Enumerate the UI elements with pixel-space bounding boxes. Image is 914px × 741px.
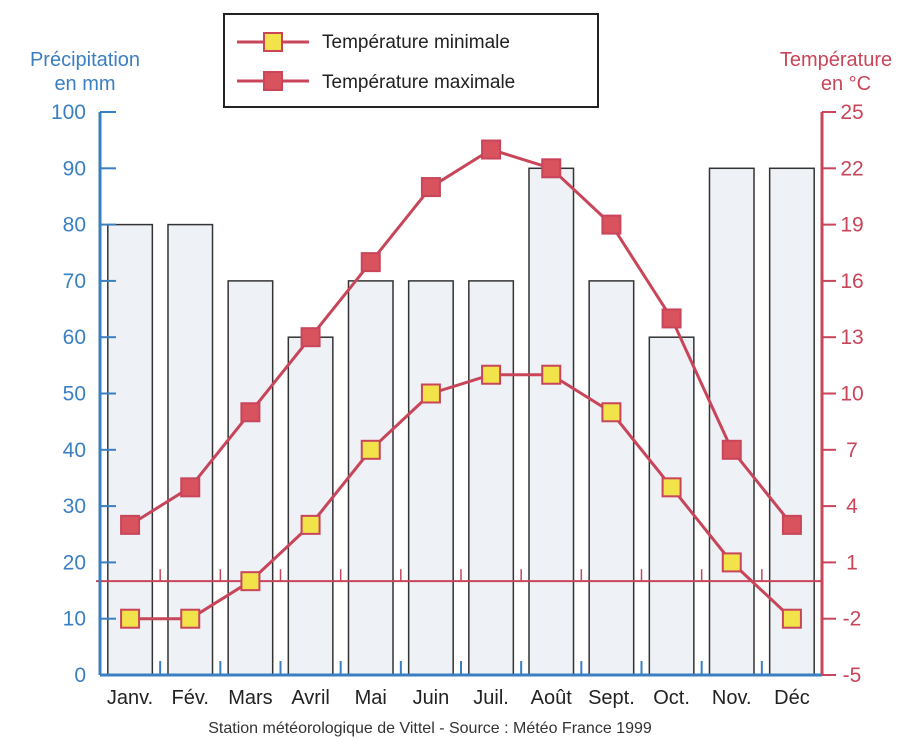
max-temp-marker	[661, 308, 682, 329]
precip-bar	[708, 167, 755, 676]
precip-bar	[768, 167, 815, 676]
month-label: Nov.	[712, 687, 752, 709]
precip-bar	[227, 280, 274, 676]
min-temp-marker	[781, 608, 802, 629]
month-label: Mars	[228, 687, 272, 709]
max-temp-marker	[300, 327, 321, 348]
right-tick-label: -2	[843, 608, 862, 631]
left-tick-label: 60	[63, 326, 86, 349]
month-label: Août	[531, 687, 573, 709]
min-temp-marker	[300, 514, 321, 535]
right-axis-label-line1: Température	[780, 49, 892, 71]
right-axis-label-line2: en °C	[821, 73, 871, 95]
reference-line-layer	[96, 569, 822, 583]
min-temp-marker	[481, 364, 502, 385]
right-tick-label: 1	[846, 551, 858, 574]
right-tick-label: -5	[843, 664, 862, 687]
right-tick-label: 16	[840, 270, 863, 293]
legend-max-marker-icon	[263, 71, 283, 91]
right-tick-label: 25	[840, 101, 863, 124]
precipitation-bars	[107, 167, 815, 676]
left-tick-label: 100	[51, 101, 86, 124]
legend-box	[223, 13, 599, 108]
legend-min-marker-icon	[263, 32, 283, 52]
max-temp-marker	[180, 477, 201, 498]
temperature-lines	[120, 139, 802, 629]
max-temp-marker	[120, 514, 141, 535]
right-tick-label: 4	[846, 495, 858, 518]
max-temp-marker	[481, 139, 502, 160]
tick-labels: 0 10 20 30 40 50 60 70 80 90 100 -5 -2 1 4 7 10 13 16 19 22 2…	[51, 101, 864, 687]
precip-bar	[167, 223, 214, 676]
left-tick-label: 90	[63, 157, 86, 180]
month-label: Janv.	[107, 687, 153, 709]
min-temp-marker	[661, 477, 682, 498]
min-temp-marker	[721, 552, 742, 573]
max-temp-line	[129, 148, 794, 527]
left-tick-label: 30	[63, 495, 86, 518]
month-label: Mai	[355, 687, 387, 709]
max-temp-marker	[601, 214, 622, 235]
min-temp-marker	[360, 439, 381, 460]
right-tick-label: 10	[840, 383, 863, 406]
left-tick-label: 40	[63, 439, 86, 462]
month-label: Oct.	[653, 687, 690, 709]
left-axis-label-line2: en mm	[54, 73, 115, 95]
max-temp-marker	[240, 402, 261, 423]
left-tick-label: 10	[63, 608, 86, 631]
left-tick-label: 50	[63, 383, 86, 406]
right-tick-label: 19	[840, 214, 863, 237]
precip-bar	[468, 280, 515, 676]
legend-max-label: Température maximale	[322, 72, 515, 93]
left-tick-label: 0	[74, 664, 86, 687]
max-temp-marker	[360, 252, 381, 273]
max-temp-marker	[541, 158, 562, 179]
month-label: Juil.	[473, 687, 509, 709]
precip-bar	[347, 280, 394, 676]
month-labels: Janv. Fév. Mars Avril Mai Juin Juil. Août Sept. O…	[107, 687, 810, 709]
left-tick-label: 20	[63, 551, 86, 574]
min-temp-marker	[601, 402, 622, 423]
max-temp-marker	[420, 177, 441, 198]
month-label: Avril	[291, 687, 330, 709]
month-label: Fév.	[172, 687, 209, 709]
precip-bar	[528, 167, 575, 676]
right-tick-label: 13	[840, 326, 863, 349]
left-tick-label: 80	[63, 214, 86, 237]
right-tick-label: 22	[840, 157, 863, 180]
legend-min-label: Température minimale	[322, 32, 510, 53]
month-label: Juin	[413, 687, 450, 709]
source-note: Station météorologique de Vittel - Sourc…	[208, 720, 652, 737]
min-temp-marker	[240, 571, 261, 592]
max-temp-marker	[781, 514, 802, 535]
max-temp-marker	[721, 439, 742, 460]
month-label: Déc	[774, 687, 810, 709]
month-label: Sept.	[588, 687, 635, 709]
min-temp-line	[130, 373, 793, 621]
min-temp-marker	[541, 364, 562, 385]
precip-bar	[588, 280, 635, 676]
min-temp-marker	[420, 383, 441, 404]
precip-bar	[407, 280, 454, 676]
legend: Température minimale Température maximal…	[223, 13, 599, 108]
left-axis-label-line1: Précipitation	[30, 49, 140, 71]
right-tick-label: 7	[846, 439, 858, 462]
min-temp-marker	[180, 608, 201, 629]
left-tick-label: 70	[63, 270, 86, 293]
min-temp-marker	[120, 608, 141, 629]
